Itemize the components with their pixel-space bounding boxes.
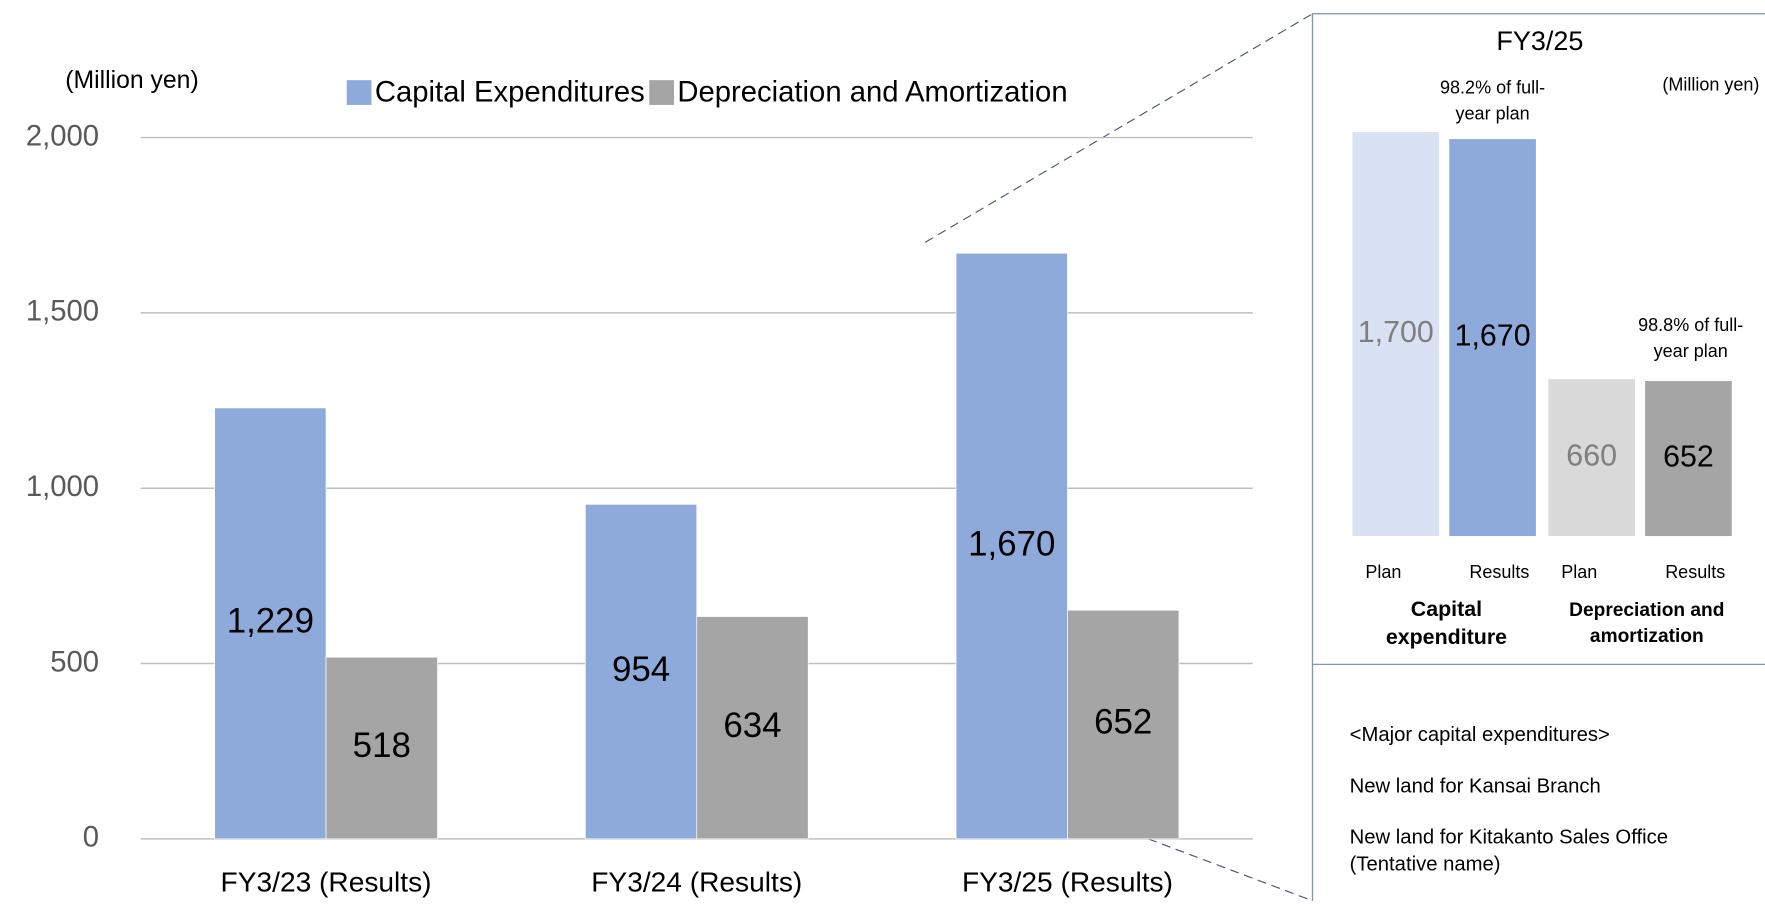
y-tick-label: 1,000 bbox=[26, 471, 99, 503]
data-label: 1,670 bbox=[968, 524, 1055, 563]
legend-label: Capital Expenditures bbox=[375, 76, 645, 108]
legend-label: Depreciation and Amortization bbox=[677, 76, 1067, 108]
inset-category-label: Plan bbox=[1561, 562, 1597, 582]
bar bbox=[1067, 609, 1180, 840]
note: New land for Kitakanto Sales Office (Ten… bbox=[1349, 825, 1669, 875]
inset-category-label: Results bbox=[1469, 562, 1529, 582]
data-label: 634 bbox=[723, 706, 781, 745]
inset-data-label: 660 bbox=[1566, 439, 1617, 473]
annotation: 98.2% of full-year plan bbox=[1440, 79, 1546, 125]
annotation-box: 98.8% of full-year plan bbox=[1638, 316, 1744, 362]
zoom-line bbox=[1147, 838, 1313, 902]
inset-group-label-box: Capital expenditure bbox=[1385, 597, 1508, 650]
legend-swatch bbox=[346, 80, 372, 105]
note-box: New land for Kitakanto Sales Office (Ten… bbox=[1349, 825, 1669, 875]
bar bbox=[696, 616, 809, 840]
inset-category-label: Plan bbox=[1365, 562, 1401, 582]
data-label: 652 bbox=[1094, 703, 1152, 742]
data-label: 954 bbox=[612, 650, 670, 689]
inset-frame bbox=[1311, 13, 1765, 906]
y-tick-label: 500 bbox=[50, 646, 99, 678]
data-label: 1,229 bbox=[227, 602, 314, 641]
inset-category-label: Results bbox=[1665, 562, 1725, 582]
inset-unit-label: (Million yen) bbox=[1662, 75, 1759, 95]
inset-title: FY3/25 bbox=[1496, 26, 1583, 56]
inset-group-label-box: Depreciation and amortization bbox=[1569, 599, 1725, 647]
inset-bar bbox=[1352, 131, 1440, 537]
note-box: <Major capital expenditures> bbox=[1349, 722, 1610, 746]
x-tick-label: FY3/25 (Results) bbox=[962, 866, 1173, 897]
inset-bar bbox=[1645, 381, 1732, 537]
y-tick-label: 0 bbox=[83, 822, 99, 854]
annotation: 98.8% of full-year plan bbox=[1638, 316, 1744, 362]
zoom-line bbox=[924, 13, 1313, 243]
inset-group-label: Depreciation and amortization bbox=[1569, 599, 1725, 647]
inset-data-label: 1,670 bbox=[1455, 319, 1531, 353]
unit-label: (Million yen) bbox=[65, 67, 198, 94]
legend-swatch bbox=[649, 80, 675, 105]
bar bbox=[325, 656, 438, 840]
inset-bar bbox=[1449, 139, 1536, 537]
note-box: New land for Kansai Branch bbox=[1349, 774, 1601, 798]
x-tick-label: FY3/24 (Results) bbox=[591, 866, 802, 897]
x-tick-label: FY3/23 (Results) bbox=[221, 866, 432, 897]
note: New land for Kansai Branch bbox=[1349, 774, 1601, 798]
inset-data-label: 1,700 bbox=[1358, 315, 1434, 349]
bar bbox=[955, 252, 1068, 840]
bar bbox=[214, 407, 327, 840]
inset-bar bbox=[1548, 379, 1635, 537]
note: <Major capital expenditures> bbox=[1349, 722, 1610, 746]
inset-group-label: Capital expenditure bbox=[1385, 597, 1508, 650]
bar bbox=[584, 504, 698, 840]
annotation-box: 98.2% of full-year plan bbox=[1440, 79, 1546, 125]
inset-data-label: 652 bbox=[1663, 440, 1714, 474]
data-label: 518 bbox=[353, 726, 411, 765]
y-tick-label: 2,000 bbox=[26, 120, 99, 152]
y-tick-label: 1,500 bbox=[26, 296, 99, 328]
